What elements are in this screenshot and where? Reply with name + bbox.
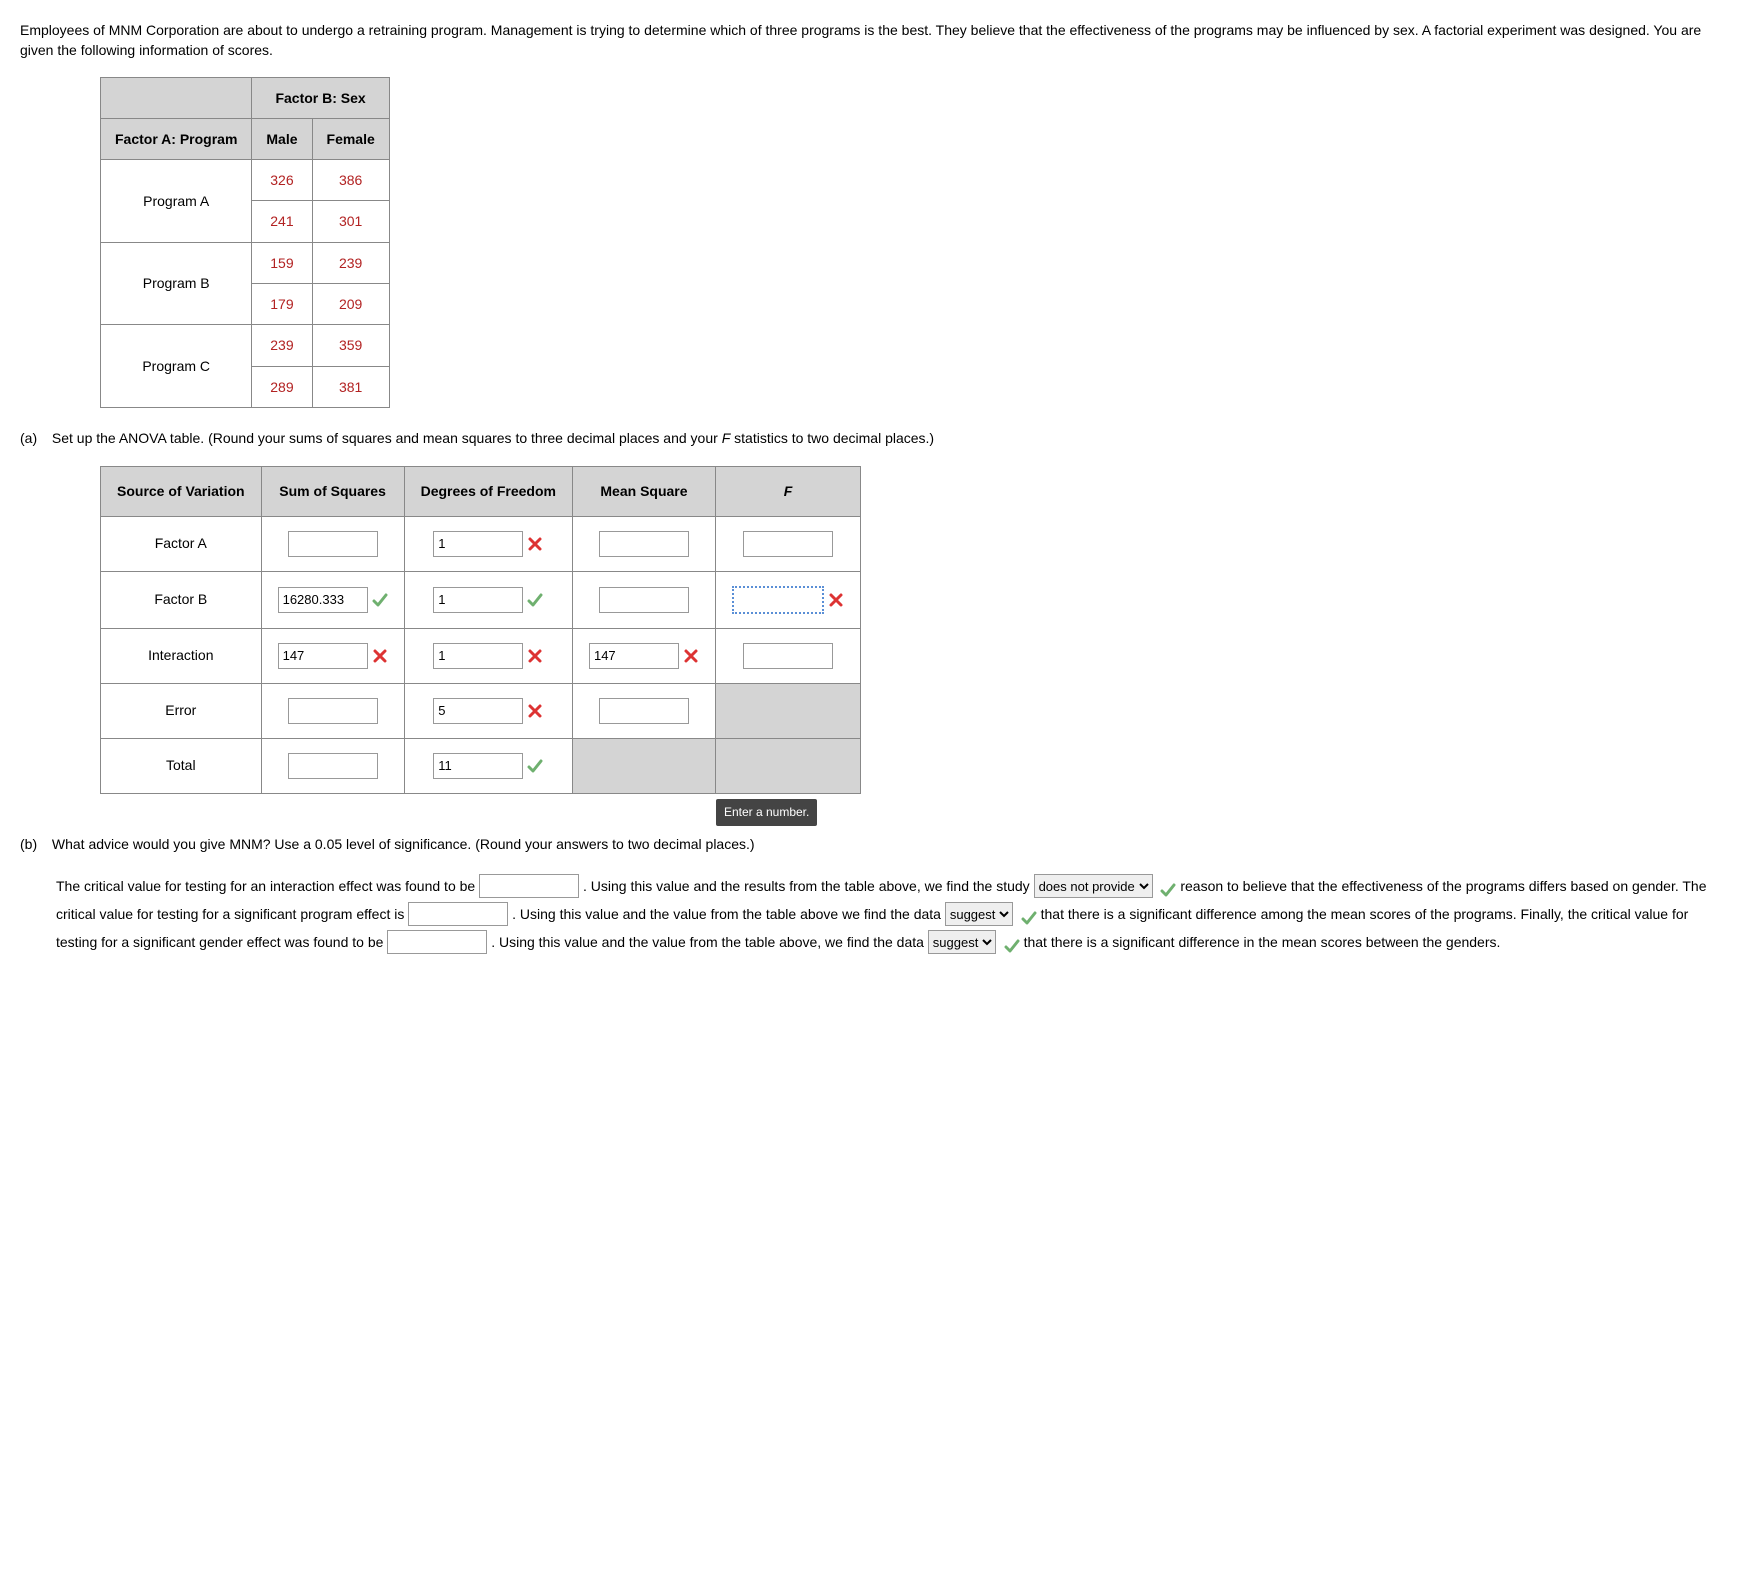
gender-critical-input[interactable] <box>387 930 487 954</box>
factor-a-ss-input[interactable] <box>288 531 378 557</box>
interaction-f-input[interactable] <box>743 643 833 669</box>
table-cell: 359 <box>312 325 389 366</box>
interaction-ms-input[interactable] <box>589 643 679 669</box>
error-df-input[interactable] <box>433 698 523 724</box>
factor-b-f-input[interactable] <box>732 586 824 614</box>
part-a-prompt: Set up the ANOVA table. (Round your sums… <box>52 430 934 446</box>
interaction-critical-input[interactable] <box>479 874 579 898</box>
check-icon <box>527 758 543 774</box>
anova-header: F <box>715 467 860 516</box>
check-icon <box>1004 935 1020 951</box>
interaction-ss-input[interactable] <box>278 643 368 669</box>
anova-table: Source of Variation Sum of Squares Degre… <box>100 466 861 793</box>
cross-icon <box>683 648 699 664</box>
check-icon <box>372 592 388 608</box>
intro-text: Employees of MNM Corporation are about t… <box>20 20 1728 61</box>
row-label: Total <box>101 738 262 793</box>
total-df-input[interactable] <box>433 753 523 779</box>
row-label: Interaction <box>101 628 262 683</box>
anova-header: Mean Square <box>572 467 715 516</box>
table-cell: 289 <box>252 366 312 407</box>
program-a-label: Program A <box>101 160 252 243</box>
factor-a-df-input[interactable] <box>433 531 523 557</box>
cross-icon <box>372 648 388 664</box>
part-b-body: The critical value for testing for an in… <box>56 872 1728 956</box>
gender-suggest-select[interactable]: suggest <box>928 930 996 954</box>
cross-icon <box>527 648 543 664</box>
factor-b-header: Factor B: Sex <box>252 77 389 118</box>
table-cell: 239 <box>312 242 389 283</box>
check-icon <box>1160 879 1176 895</box>
factor-a-header: Factor A: Program <box>101 118 252 159</box>
row-label: Error <box>101 683 262 738</box>
anova-header: Source of Variation <box>101 467 262 516</box>
table-cell: 326 <box>252 160 312 201</box>
text: that there is a significant difference i… <box>1024 934 1501 950</box>
anova-header: Sum of Squares <box>261 467 404 516</box>
prompt-f-italic: F <box>722 430 731 446</box>
row-label: Factor B <box>101 571 262 628</box>
check-icon <box>1021 907 1037 923</box>
anova-header-f: F <box>784 483 793 499</box>
cross-icon <box>527 703 543 719</box>
table-cell: 209 <box>312 284 389 325</box>
row-label: Factor A <box>101 516 262 571</box>
program-critical-input[interactable] <box>408 902 508 926</box>
anova-header: Degrees of Freedom <box>404 467 572 516</box>
col-female: Female <box>312 118 389 159</box>
text: . Using this value and the value from th… <box>491 934 928 950</box>
factor-a-f-input[interactable] <box>743 531 833 557</box>
program-suggest-select[interactable]: suggest <box>945 902 1013 926</box>
factor-b-ss-input[interactable] <box>278 587 368 613</box>
factor-b-df-input[interactable] <box>433 587 523 613</box>
part-a-label: (a) <box>20 428 48 448</box>
table-cell: 159 <box>252 242 312 283</box>
interaction-provides-select[interactable]: does not provide <box>1034 874 1153 898</box>
error-ms-input[interactable] <box>599 698 689 724</box>
table-cell: 179 <box>252 284 312 325</box>
factor-b-ms-input[interactable] <box>599 587 689 613</box>
prompt-text: statistics to two decimal places.) <box>730 430 934 446</box>
text: . Using this value and the value from th… <box>512 906 945 922</box>
check-icon <box>527 592 543 608</box>
data-table: Factor B: Sex Factor A: Program Male Fem… <box>100 77 390 408</box>
program-c-label: Program C <box>101 325 252 408</box>
table-cell: 381 <box>312 366 389 407</box>
col-male: Male <box>252 118 312 159</box>
factor-a-ms-input[interactable] <box>599 531 689 557</box>
total-ss-input[interactable] <box>288 753 378 779</box>
interaction-df-input[interactable] <box>433 643 523 669</box>
part-b-prompt: What advice would you give MNM? Use a 0.… <box>52 834 1720 854</box>
table-cell: 301 <box>312 201 389 242</box>
cross-icon <box>527 536 543 552</box>
prompt-text: Set up the ANOVA table. (Round your sums… <box>52 430 722 446</box>
cross-icon <box>828 592 844 608</box>
table-cell: 241 <box>252 201 312 242</box>
table-cell: 239 <box>252 325 312 366</box>
tooltip: Enter a number. <box>716 799 817 826</box>
error-ss-input[interactable] <box>288 698 378 724</box>
text: . Using this value and the results from … <box>583 878 1034 894</box>
table-cell: 386 <box>312 160 389 201</box>
program-b-label: Program B <box>101 242 252 325</box>
text: The critical value for testing for an in… <box>56 878 479 894</box>
part-b-label: (b) <box>20 834 48 854</box>
